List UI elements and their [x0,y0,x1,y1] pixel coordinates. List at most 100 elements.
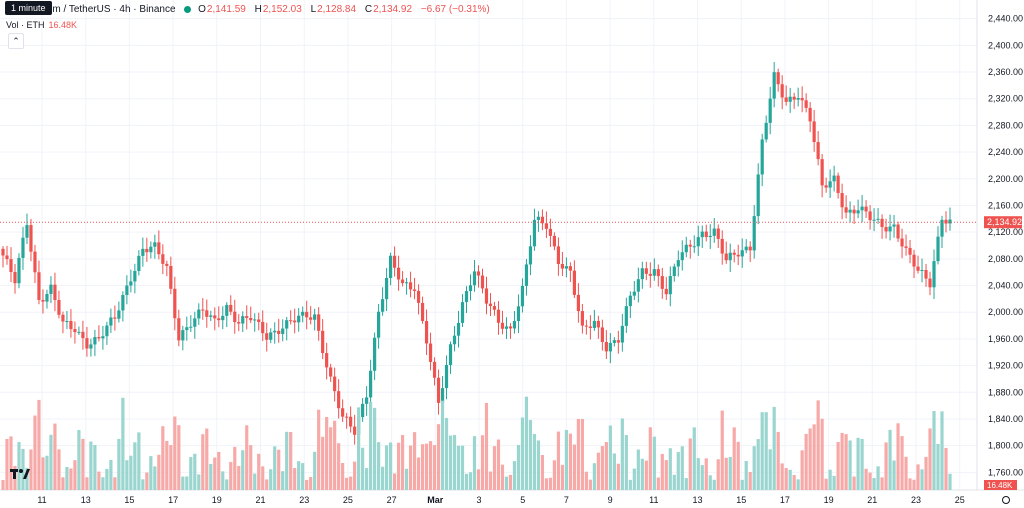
volume-bar [149,456,153,490]
candle-body [189,326,193,328]
volume-bar [377,442,381,490]
candle-body [620,325,624,343]
volume-bar [261,466,265,490]
candle-body [820,159,824,186]
time-tick-label: 21 [867,495,877,505]
volume-bar [580,419,584,490]
volume-bar [732,427,736,490]
candle-body [177,318,181,341]
volume-bar [680,446,684,490]
volume-bar [245,425,249,490]
candle-body [808,107,812,122]
volume-bar [548,477,553,490]
volume-bar [836,441,840,490]
candle-body [337,391,341,409]
volume-bar [57,449,61,490]
volume-bar [309,476,313,490]
volume-bar [101,477,105,490]
volume-bar [392,473,397,490]
candle-body [233,311,237,323]
candle-body [796,98,800,100]
time-tick-label: 23 [911,495,921,505]
volume-bar [193,453,197,490]
last-price-badge [984,216,1022,229]
candle-body [205,310,209,317]
volume-bar [233,446,237,490]
candle-body [588,326,592,328]
volume-bar [840,432,844,490]
candle-body [392,255,397,268]
volume-bar [329,427,333,490]
volume-bar [532,434,537,490]
candle-body [604,342,608,352]
volume-bar [81,438,85,490]
volume-bar [472,436,477,490]
volume-bar [361,447,365,490]
volume-bar [189,457,193,490]
gear-icon[interactable] [1002,496,1010,504]
volume-bar [900,436,904,490]
time-tick-label: 19 [824,495,834,505]
volume-bar [105,468,109,490]
volume-bar [484,402,489,490]
candle-body [680,252,684,261]
volume-bar [365,468,369,490]
candle-body [856,210,860,214]
price-tick-label: 2,280.00 [988,120,1023,130]
time-tick-label: 27 [387,495,397,505]
candle-body [412,289,417,291]
candle-body [309,317,313,320]
volume-bar [137,432,141,490]
candle-body [229,304,233,312]
candle-body [780,84,784,98]
candle-body [744,246,748,251]
volume-bar [760,412,764,490]
open-value: 2,141.59 [206,4,246,15]
candle-body [241,316,245,324]
candle-body [692,246,696,248]
volume-bar [584,471,588,490]
volume-bar [876,466,880,490]
candle-body [868,211,872,221]
candle-body [137,255,141,271]
candle-body [508,326,513,329]
volume-bar [784,468,788,490]
candle-body [928,278,932,288]
candle-body [161,254,165,264]
candle-body [109,317,113,326]
candle-body [9,259,13,272]
candle-body [277,330,281,334]
candle-body [712,228,716,236]
candle-body [644,268,648,274]
price-tick-label: 2,440.00 [988,14,1023,24]
symbol-title[interactable]: um / TetherUS · 4h · Binance [46,4,176,15]
candle-body [53,284,57,301]
volume-bar [940,411,944,490]
price-tick-label: 2,400.00 [988,40,1023,50]
volume-bar [592,463,596,490]
candle-body [872,219,876,221]
volume-bar [936,444,940,490]
candle-body [888,226,892,232]
candle-body [824,185,828,188]
volume-bar [944,447,948,490]
volume-bar [896,423,900,490]
candle-body [193,318,197,327]
candle-body [836,175,840,194]
volume-bar [928,428,932,490]
volume-bar [289,432,293,490]
volume-bar [764,412,768,490]
time-tick-label: 9 [608,495,613,505]
candle-body [896,224,900,239]
volume-bar [892,460,896,490]
price-tick-label: 2,080.00 [988,254,1023,264]
candle-body [313,314,317,320]
candle-body [289,320,293,322]
candle-body [540,216,545,224]
volume-bar [504,476,509,490]
candle-body [660,276,664,289]
chevron-up-icon[interactable]: ⌃ [8,33,24,49]
volume-bar [113,477,117,490]
candle-body [844,207,848,213]
